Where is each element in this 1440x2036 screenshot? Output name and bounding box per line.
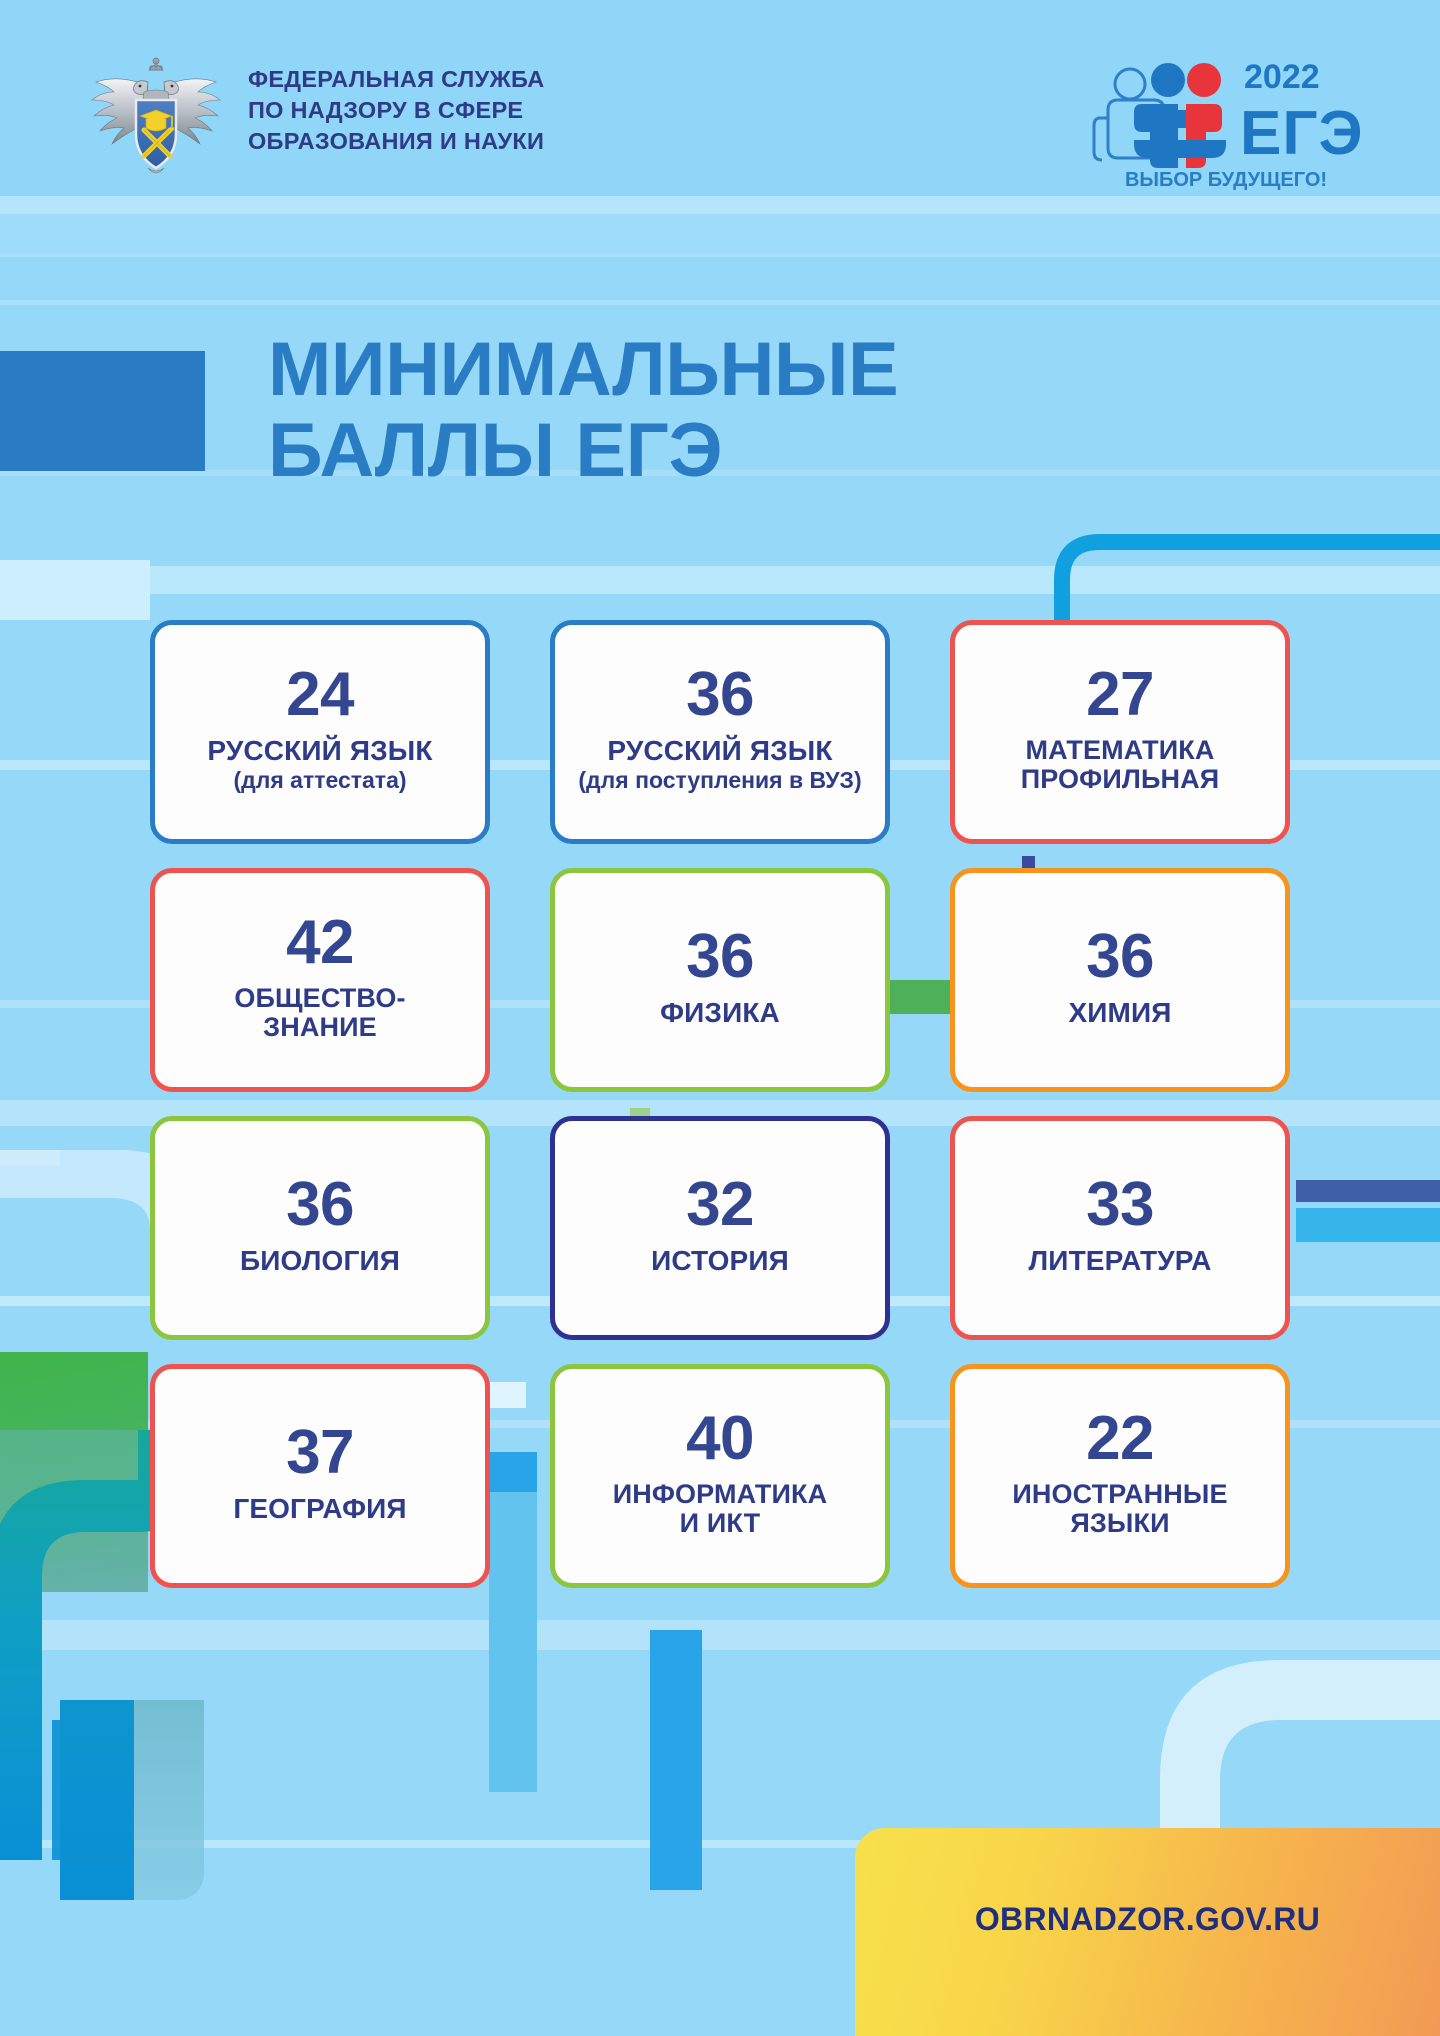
bg-stripe: [0, 566, 1440, 594]
score-card-russian-certificate[interactable]: 24 РУССКИЙ ЯЗЫК (для аттестата): [150, 620, 490, 844]
ege-logo-tagline: ВЫБОР БУДУЩЕГО!: [1125, 169, 1327, 191]
bg-stripe: [0, 1620, 1440, 1650]
subject-name: ИНОСТРАННЫЕ ЯЗЫКИ: [1012, 1478, 1228, 1538]
score-card-social-studies[interactable]: 42 ОБЩЕСТВО- ЗНАНИЕ: [150, 868, 490, 1092]
score-card-physics[interactable]: 36 ФИЗИКА: [550, 868, 890, 1092]
score-card-biology[interactable]: 36 БИОЛОГИЯ: [150, 1116, 490, 1340]
score-card-russian-university[interactable]: 36 РУССКИЙ ЯЗЫК (для поступления в ВУЗ): [550, 620, 890, 844]
score-value: 33: [1086, 1169, 1154, 1239]
score-value: 32: [686, 1169, 754, 1239]
score-value: 22: [1086, 1403, 1154, 1473]
bg-stripe: [0, 250, 1440, 257]
score-value: 36: [1086, 921, 1154, 991]
score-card-literature[interactable]: 33 ЛИТЕРАТУРА: [950, 1116, 1290, 1340]
bg-navy-bar: [1296, 1180, 1440, 1202]
bg-pipe-stem-outer: [134, 1700, 204, 1900]
score-value: 36: [686, 921, 754, 991]
title-accent-block: [0, 351, 205, 471]
subject-name: ЛИТЕРАТУРА: [1028, 1244, 1212, 1276]
bg-band: [0, 1150, 60, 1166]
bg-stripe: [0, 300, 1440, 305]
ege-logo-year: 2022: [1244, 58, 1320, 96]
rosobrnadzor-eagle-emblem-icon: [86, 52, 226, 177]
organization-name: ФЕДЕРАЛЬНАЯ СЛУЖБА ПО НАДЗОРУ В СФЕРЕ ОБ…: [248, 66, 545, 155]
subject-name: РУССКИЙ ЯЗЫК: [607, 735, 833, 766]
score-card-informatics[interactable]: 40 ИНФОРМАТИКА И ИКТ: [550, 1364, 890, 1588]
score-card-math-profile[interactable]: 27 МАТЕМАТИКА ПРОФИЛЬНАЯ: [950, 620, 1290, 844]
subject-name: ХИМИЯ: [1068, 996, 1172, 1028]
score-value: 37: [286, 1417, 354, 1487]
score-value: 36: [286, 1169, 354, 1239]
bg-cyan-bar: [1296, 1208, 1440, 1242]
score-value: 42: [286, 907, 354, 977]
score-card-foreign-languages[interactable]: 22 ИНОСТРАННЫЕ ЯЗЫКИ: [950, 1364, 1290, 1588]
ege-2022-logo-icon: 2022 ЕГЭ ВЫБОР БУДУЩЕГО!: [1092, 44, 1360, 194]
subject-note: (для аттестата): [233, 767, 407, 794]
subject-name: БИОЛОГИЯ: [239, 1244, 400, 1276]
subject-name: РУССКИЙ ЯЗЫК: [207, 735, 433, 766]
score-value: 40: [686, 1403, 754, 1473]
bg-connector-blue-stub3: [650, 1630, 702, 1890]
subject-name: ИНФОРМАТИКА И ИКТ: [612, 1478, 828, 1538]
footer-panel: OBRNADZOR.GOV.RU: [855, 1828, 1440, 2036]
score-value: 27: [1086, 659, 1154, 729]
bg-pipe-stem: [60, 1700, 134, 1900]
scores-grid: 24 РУССКИЙ ЯЗЫК (для аттестата) 36 РУССК…: [150, 620, 1290, 1588]
subject-note: (для поступления в ВУЗ): [578, 767, 862, 794]
subject-name: ОБЩЕСТВО- ЗНАНИЕ: [234, 982, 406, 1042]
subject-name: МАТЕМАТИКА ПРОФИЛЬНАЯ: [1020, 734, 1220, 794]
score-card-geography[interactable]: 37 ГЕОГРАФИЯ: [150, 1364, 490, 1588]
subject-name: ГЕОГРАФИЯ: [233, 1492, 407, 1524]
ege-logo-abbr: ЕГЭ: [1240, 99, 1360, 168]
score-card-chemistry[interactable]: 36 ХИМИЯ: [950, 868, 1290, 1092]
score-card-history[interactable]: 32 ИСТОРИЯ: [550, 1116, 890, 1340]
page-title: МИНИМАЛЬНЫЕ БАЛЛЫ ЕГЭ: [268, 327, 899, 493]
bg-green-block: [0, 1352, 148, 1592]
poster-header: ФЕДЕРАЛЬНАЯ СЛУЖБА ПО НАДЗОРУ В СФЕРЕ ОБ…: [0, 0, 1440, 215]
bg-green-block-light: [0, 1430, 148, 1592]
bg-top-band: [0, 214, 1440, 254]
score-value: 36: [686, 660, 754, 729]
bg-band: [0, 560, 150, 620]
score-value: 24: [286, 660, 354, 729]
subject-name: ФИЗИКА: [660, 996, 780, 1028]
website-url[interactable]: OBRNADZOR.GOV.RU: [974, 1900, 1321, 1937]
subject-name: ИСТОРИЯ: [651, 1244, 789, 1276]
